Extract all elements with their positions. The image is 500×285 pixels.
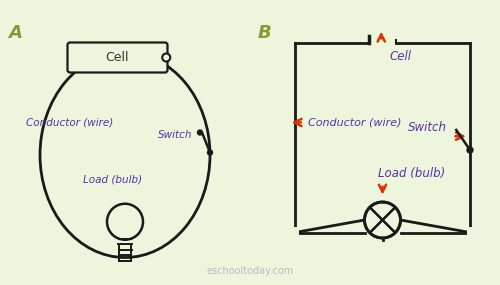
Text: Cell: Cell (106, 51, 129, 64)
Circle shape (104, 201, 146, 243)
Circle shape (467, 147, 473, 153)
FancyBboxPatch shape (68, 42, 168, 72)
Circle shape (366, 203, 399, 237)
Text: Conductor (wire): Conductor (wire) (308, 117, 401, 127)
Text: A: A (8, 23, 22, 42)
Text: Switch: Switch (158, 130, 192, 140)
Circle shape (208, 150, 212, 155)
Text: B: B (258, 23, 272, 42)
Circle shape (162, 54, 170, 62)
Text: Load (bulb): Load (bulb) (378, 167, 445, 180)
Text: Cell: Cell (390, 50, 412, 63)
Text: Conductor (wire): Conductor (wire) (26, 117, 114, 127)
Circle shape (198, 130, 202, 135)
FancyBboxPatch shape (68, 42, 168, 72)
Text: Load (bulb): Load (bulb) (83, 175, 142, 185)
Text: eschooltoday.com: eschooltoday.com (206, 266, 294, 276)
Text: Switch: Switch (408, 121, 447, 134)
